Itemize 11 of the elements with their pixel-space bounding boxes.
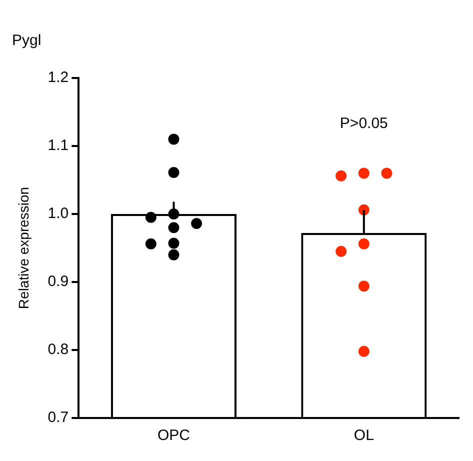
y-tick-label: 1.2 xyxy=(48,69,69,86)
annotation: P>0.05 xyxy=(340,115,388,132)
x-tick-label: OPC xyxy=(157,427,190,444)
x-tick-label: OL xyxy=(354,427,374,444)
y-tick-label: 0.9 xyxy=(48,273,69,290)
chart-title: Pygl xyxy=(12,32,42,50)
y-axis-title: Relative expression xyxy=(15,186,32,310)
y-tick-label: 0.8 xyxy=(48,341,69,358)
y-tick-label: 1.1 xyxy=(48,137,69,154)
y-tick-label: 1.0 xyxy=(48,205,69,222)
y-tick-label: 0.7 xyxy=(48,409,69,426)
